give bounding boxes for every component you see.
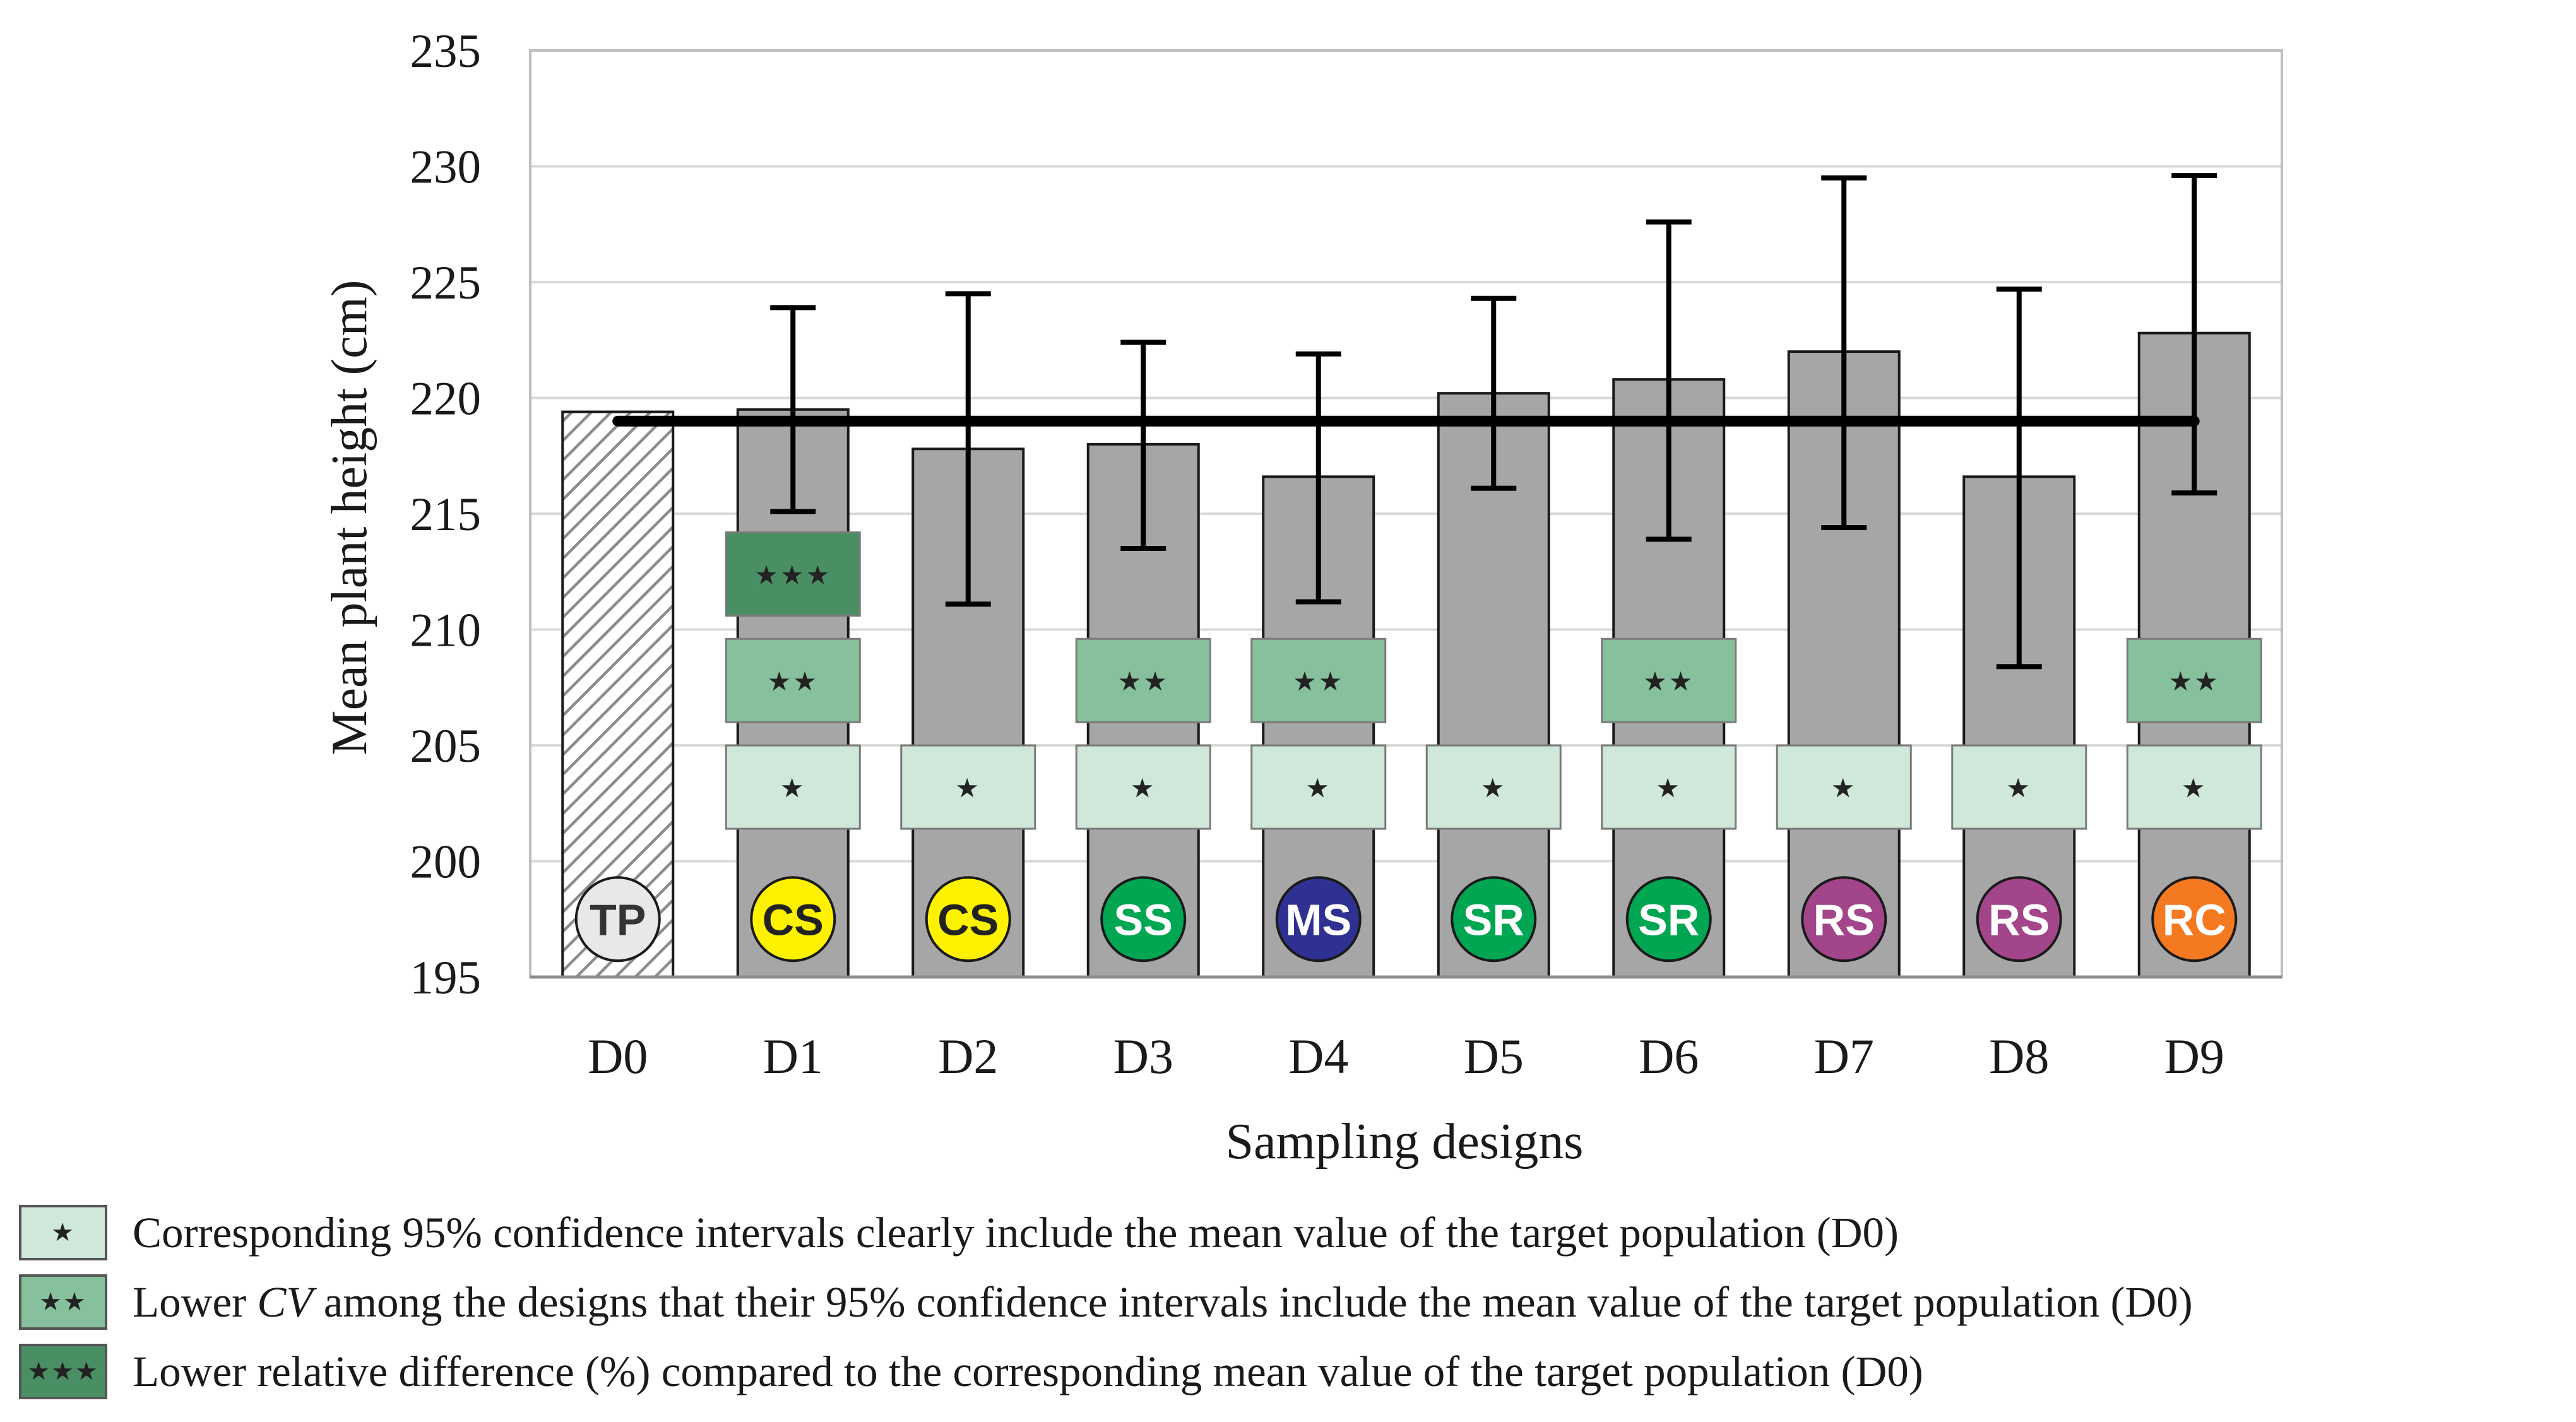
- method-badge-D1: [750, 876, 836, 963]
- y-tick-label: 220: [410, 373, 482, 425]
- significance-markers: ★★★★★★★ ★★★★★★★ ★★★★ ★ ★★★: [725, 531, 2262, 830]
- legend-item-two-star: ★★ Lower CV among the designs that their…: [19, 1267, 2569, 1337]
- legend-text-two-star-start: Lower: [133, 1277, 258, 1326]
- y-tick-label: 225: [410, 257, 482, 309]
- one-star-D6-marker: ★: [1656, 773, 1682, 803]
- method-label-D8: RS: [1988, 895, 2050, 944]
- legend-text-cv: CV: [257, 1277, 313, 1326]
- one-star-D1-box: [725, 744, 861, 830]
- x-tick-label: D0: [588, 1029, 648, 1084]
- one-star-D3-marker: ★: [1131, 773, 1156, 803]
- one-star-D5-box: [1425, 744, 1562, 830]
- two-star-D9-box: [2126, 637, 2262, 723]
- three-star-D1-box: [725, 531, 861, 617]
- two-star-D3-marker: ★★: [1118, 666, 1169, 697]
- legend-swatch-one-star: ★: [19, 1205, 107, 1260]
- one-star-D7-marker: ★: [1831, 773, 1857, 803]
- three-star-D1-marker: ★★★: [754, 559, 831, 590]
- method-label-D0: TP: [590, 895, 646, 944]
- one-star-D2-marker: ★: [955, 773, 981, 803]
- one-star-D2-box: [900, 744, 1036, 830]
- y-tick-label: 210: [410, 605, 482, 657]
- x-tick-label: D1: [763, 1029, 823, 1084]
- x-tick-label: D7: [1814, 1029, 1874, 1084]
- method-label-D9: RC: [2163, 895, 2226, 944]
- method-badge-D5: [1451, 876, 1537, 963]
- x-tick-label: D8: [1989, 1029, 2049, 1084]
- two-star-D6-marker: ★★: [1643, 666, 1694, 697]
- error-bars: [770, 173, 2217, 670]
- y-tick-label: 235: [410, 25, 482, 78]
- one-star-D3-box: [1075, 744, 1211, 830]
- y-tick-label: 200: [410, 836, 482, 889]
- y-tick-label: 205: [410, 720, 482, 773]
- x-axis-label: Sampling designs: [1226, 1114, 1584, 1170]
- legend-item-one-star: ★ Corresponding 95% confidence intervals…: [19, 1198, 2569, 1267]
- method-label-D2: CS: [937, 895, 999, 944]
- one-star-D6-box: [1601, 744, 1737, 830]
- axes: 195 200 205 210 215 220 225 230 235 D0 D1 D2 D3 D4 D5 D…: [410, 25, 2282, 1084]
- y-axis-label: Mean plant height (cm): [322, 280, 377, 755]
- legend-text-three-star: Lower relative difference (%) compared t…: [133, 1347, 1923, 1395]
- legend-swatch-two-star: ★★: [19, 1274, 107, 1330]
- legend-item-three-star: ★★★ Lower relative difference (%) compar…: [19, 1337, 2569, 1406]
- legend-text-two-star: Lower CV among the designs that their 95…: [133, 1277, 2193, 1327]
- legend: ★ Corresponding 95% confidence intervals…: [19, 1198, 2569, 1406]
- x-tick-label: D5: [1464, 1029, 1524, 1084]
- method-label-D4: MS: [1285, 895, 1351, 944]
- method-badge-D4: [1275, 876, 1362, 963]
- method-badge-D2: [925, 876, 1011, 963]
- method-label-D5: SR: [1463, 895, 1524, 944]
- y-tick-label: 215: [410, 489, 482, 541]
- one-star-D4-box: [1250, 744, 1387, 830]
- method-badges: TP CS CS SS MS SR SR RS RS RC: [574, 876, 2238, 963]
- x-tick-label: D6: [1639, 1029, 1699, 1084]
- method-badge-D7: [1801, 876, 1887, 963]
- y-tick-label: 230: [410, 141, 482, 194]
- one-star-D4-marker: ★: [1305, 773, 1331, 803]
- x-tick-label: D3: [1113, 1029, 1173, 1084]
- method-badge-D9: [2151, 876, 2238, 963]
- two-star-D1-box: [725, 637, 861, 723]
- two-star-D3-box: [1075, 637, 1211, 723]
- two-star-D9-marker: ★★: [2169, 666, 2220, 697]
- two-star-D4-box: [1250, 637, 1387, 723]
- one-star-D9-box: [2126, 744, 2262, 830]
- method-badge-D8: [1976, 876, 2062, 963]
- two-star-D4-marker: ★★: [1293, 666, 1344, 697]
- one-star-D7-box: [1776, 744, 1912, 830]
- method-badge-D6: [1625, 876, 1712, 963]
- chart: ★★★★★★★ ★★★★★★★ ★★★★ ★ ★★★ TP CS CS SS MS SR SR RS R…: [322, 25, 2283, 1170]
- two-star-D6-box: [1601, 637, 1737, 723]
- x-tick-label: D2: [938, 1029, 998, 1084]
- method-label-D1: CS: [763, 895, 824, 944]
- one-star-D8-marker: ★: [2006, 773, 2032, 803]
- one-star-D1-marker: ★: [780, 773, 806, 803]
- one-star-D8-box: [1951, 744, 2087, 830]
- method-label-D6: SR: [1638, 895, 1699, 944]
- method-badge-D0: [574, 876, 661, 963]
- x-tick-label: D9: [2164, 1029, 2224, 1084]
- method-badge-D3: [1100, 876, 1187, 963]
- one-star-D5-marker: ★: [1481, 773, 1507, 803]
- method-label-D3: SS: [1114, 895, 1173, 944]
- method-label-D7: RS: [1813, 895, 1875, 944]
- legend-text-two-star-end: among the designs that their 95% confide…: [312, 1277, 2193, 1326]
- two-star-D1-marker: ★★: [768, 666, 819, 697]
- legend-text-one-star: Corresponding 95% confidence intervals c…: [133, 1208, 1899, 1257]
- one-star-D9-marker: ★: [2181, 773, 2207, 803]
- y-tick-label: 195: [410, 952, 482, 1004]
- legend-swatch-three-star: ★★★: [19, 1344, 107, 1399]
- x-tick-label: D4: [1288, 1029, 1348, 1084]
